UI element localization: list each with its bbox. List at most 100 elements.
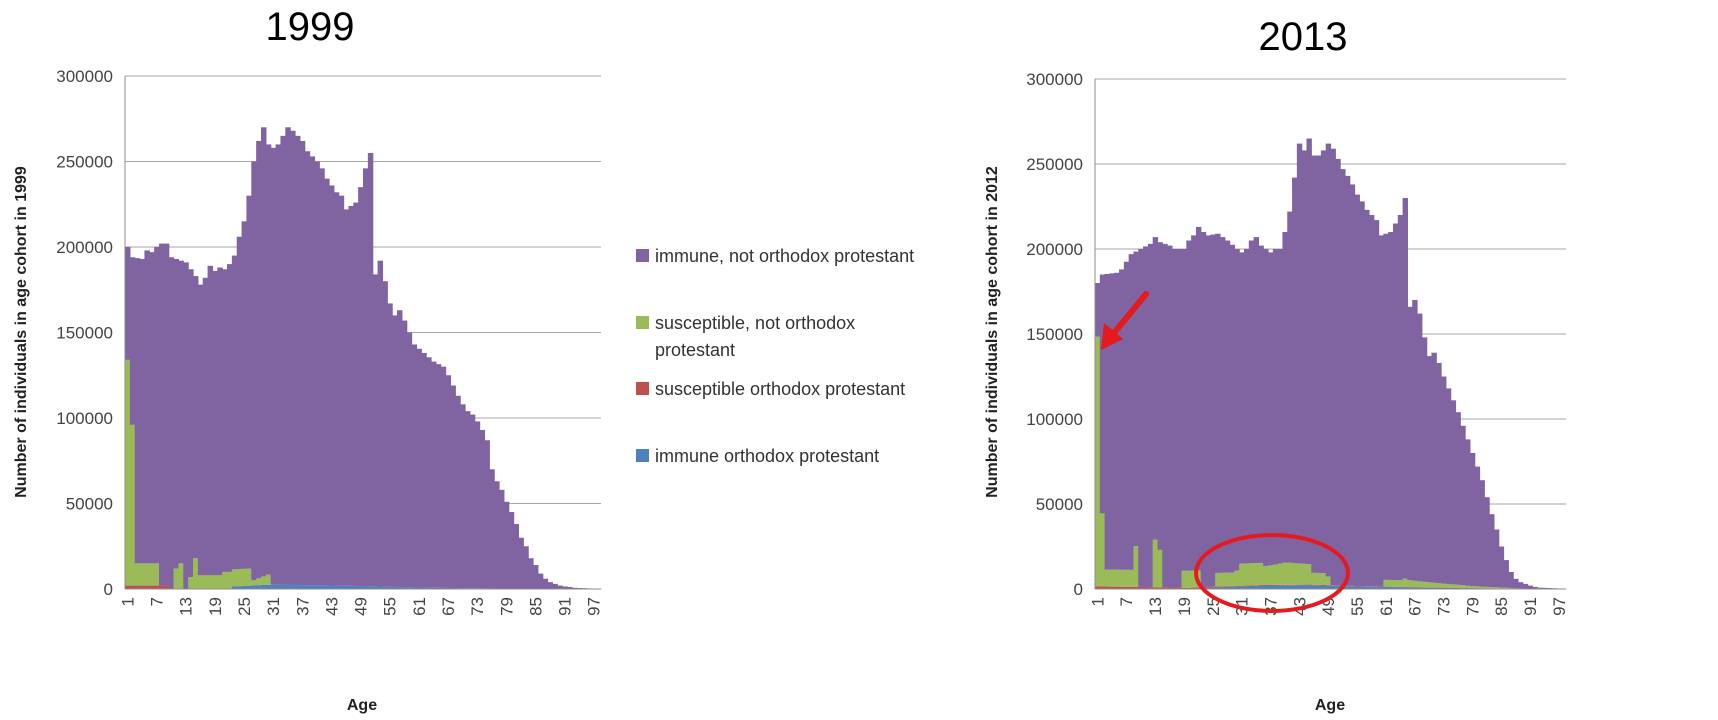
bar-susceptible-op-age-35 <box>1258 585 1264 586</box>
bar-immune-not-op-age-83 <box>1489 514 1495 588</box>
y-tick-label: 250000 <box>1026 155 1083 174</box>
bar-immune-op-age-40 <box>1282 585 1288 589</box>
bar-immune-op-age-33 <box>280 584 286 589</box>
bar-immune-not-op-age-68 <box>1417 313 1423 582</box>
bar-immune-not-op-age-13 <box>183 262 189 589</box>
bar-immune-op-age-62 <box>421 587 427 589</box>
bar-immune-not-op-age-88 <box>547 582 554 589</box>
bar-immune-not-op-age-28 <box>1224 240 1231 573</box>
bar-immune-not-op-age-76 <box>489 469 495 589</box>
bar-immune-not-op-age-58 <box>401 320 408 588</box>
bar-susceptible-op-age-21 <box>1191 587 1197 589</box>
bar-susceptible-not-op-age-70 <box>1426 582 1433 588</box>
bar-susceptible-op-age-40 <box>1282 584 1288 586</box>
bar-immune-op-age-49 <box>1325 585 1332 589</box>
bar-susceptible-op-age-34 <box>1253 585 1260 586</box>
bar-immune-not-op-age-64 <box>1397 215 1404 581</box>
bar-immune-op-age-34 <box>1253 585 1260 589</box>
bar-immune-not-op-age-43 <box>329 185 335 586</box>
bar-immune-not-op-age-54 <box>382 281 388 587</box>
bar-immune-op-age-36 <box>295 585 301 589</box>
bar-immune-op-age-54 <box>1349 586 1356 589</box>
bar-susceptible-not-op-age-4 <box>139 563 146 586</box>
bar-immune-op-age-39 <box>309 585 316 589</box>
x-ticks-2013: 1 7 13 19 25 31 37 43 49 55 61 67 73 79 85 91 97 <box>1088 597 1568 616</box>
bar-immune-op-age-64 <box>431 587 437 589</box>
bar-susceptible-not-op-age-6 <box>149 563 155 586</box>
bar-immune-op-age-36 <box>1263 585 1269 589</box>
bar-immune-not-op-age-17 <box>202 277 209 576</box>
bar-susceptible-op-age-12 <box>1147 587 1154 589</box>
x-tick-label: 73 <box>1434 597 1453 616</box>
bar-immune-not-op-age-53 <box>1344 175 1351 586</box>
bar-immune-op-age-29 <box>1229 586 1235 589</box>
legend-swatch-immune-not-op <box>636 249 649 262</box>
bar-immune-op-age-25 <box>1210 587 1216 589</box>
bar-immune-not-op-age-53 <box>377 260 384 587</box>
y-tick-label: 50000 <box>66 495 113 514</box>
bar-susceptible-op-age-16 <box>1167 587 1173 589</box>
axes-2013 <box>1094 79 1566 590</box>
bar-immune-op-age-41 <box>1287 585 1293 589</box>
bar-susceptible-op-age-26 <box>1215 586 1221 588</box>
bar-susceptible-not-op-age-35 <box>1258 562 1264 585</box>
bar-immune-op-age-52 <box>372 586 379 589</box>
bar-immune-op-age-43 <box>1296 585 1303 589</box>
bar-immune-not-op-age-25 <box>241 221 248 569</box>
legend-swatch-immune-op <box>636 449 649 462</box>
bar-immune-not-op-age-57 <box>1364 209 1370 587</box>
bar-immune-not-op-age-90 <box>557 585 563 589</box>
bar-susceptible-not-op-age-21 <box>222 571 228 589</box>
bar-immune-op-age-38 <box>1272 585 1279 589</box>
bar-immune-op-age-28 <box>1224 587 1231 589</box>
bar-susceptible-op-age-28 <box>1224 586 1231 588</box>
bar-immune-not-op-age-87 <box>542 578 549 589</box>
bar-susceptible-not-op-age-13 <box>1152 539 1159 588</box>
bar-immune-not-op-age-67 <box>1412 300 1418 581</box>
bar-immune-not-op-age-23 <box>231 255 238 570</box>
bar-immune-op-age-47 <box>1316 585 1322 589</box>
legend-label-susceptible-not-op-line1: susceptible, not orthodox <box>655 313 855 333</box>
bar-immune-not-op-age-45 <box>338 195 345 586</box>
bar-immune-not-op-age-46 <box>343 209 350 586</box>
bar-immune-not-op-age-59 <box>406 332 413 588</box>
y-tick-label: 200000 <box>1026 240 1083 259</box>
bar-immune-not-op-age-6 <box>1119 269 1125 570</box>
bar-immune-op-age-37 <box>1268 585 1274 589</box>
bar-immune-op-age-55 <box>1354 586 1360 589</box>
bar-immune-not-op-age-8 <box>159 243 165 586</box>
bar-immune-not-op-age-38 <box>1272 249 1279 565</box>
bar-susceptible-op-age-7 <box>1123 586 1130 589</box>
bar-immune-op-age-73 <box>1441 587 1447 589</box>
bar-susceptible-not-op-age-4 <box>1109 569 1115 587</box>
bar-immune-not-op-age-30 <box>1234 249 1240 571</box>
x-tick-label: 55 <box>381 597 400 616</box>
bar-immune-not-op-age-83 <box>523 546 529 589</box>
bar-immune-op-age-44 <box>1301 585 1308 589</box>
bar-susceptible-not-op-age-19 <box>212 575 218 589</box>
bar-immune-not-op-age-61 <box>416 348 422 588</box>
bar-immune-not-op-age-4 <box>139 258 146 564</box>
bar-immune-not-op-age-85 <box>1498 546 1505 588</box>
bar-immune-not-op-age-32 <box>1243 249 1250 564</box>
y-tick-label: 0 <box>104 580 113 599</box>
bar-susceptible-op-age-14 <box>1157 587 1163 589</box>
bar-susceptible-not-op-age-12 <box>178 563 184 589</box>
bar-immune-not-op-age-20 <box>1186 240 1192 571</box>
bar-susceptible-not-op-age-73 <box>1441 583 1447 588</box>
bar-immune-not-op-age-1 <box>125 247 131 360</box>
y-axis-label-1999: Number of individuals in age cohort in 1… <box>13 166 30 498</box>
bar-immune-not-op-age-42 <box>1292 177 1298 564</box>
bar-susceptible-op-age-2 <box>129 585 136 589</box>
y-tick-label: 300000 <box>1026 70 1083 89</box>
bar-susceptible-not-op-age-29 <box>1229 572 1235 587</box>
bar-susceptible-not-op-age-11 <box>173 568 180 589</box>
bar-susceptible-op-age-24 <box>1205 586 1211 588</box>
bar-susceptible-not-op-age-64 <box>1397 580 1404 587</box>
x-tick-label: 19 <box>1175 597 1194 616</box>
bar-immune-not-op-age-51 <box>367 152 374 587</box>
bar-immune-op-age-65 <box>1402 587 1408 589</box>
bar-immune-not-op-age-36 <box>1263 249 1269 567</box>
bar-susceptible-op-age-1 <box>1095 586 1101 589</box>
bar-susceptible-not-op-age-45 <box>1306 564 1312 585</box>
